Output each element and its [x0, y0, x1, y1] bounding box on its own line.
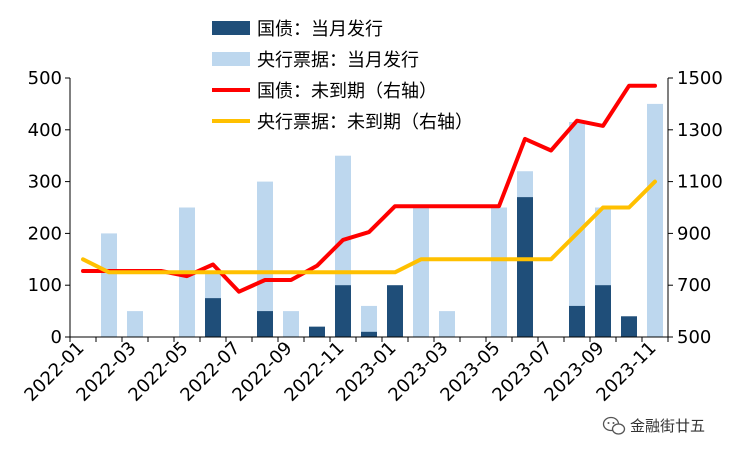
- watermark: 金融街廿五: [602, 416, 705, 435]
- line-treasury-outstanding: [81, 83, 657, 294]
- bar-treasury-issuance: [569, 305, 585, 337]
- bar-treasury-issuance: [205, 298, 221, 337]
- left-axis-tick-label: 100: [28, 275, 62, 296]
- right-axis-tick-label: 700: [677, 275, 711, 296]
- left-axis-tick-label: 300: [28, 172, 62, 193]
- bar-pboc-bill-issuance: [283, 311, 299, 337]
- lines-layer: [81, 83, 657, 294]
- right-axis-tick-label: 1500: [677, 68, 723, 89]
- bar-treasury-issuance: [361, 331, 377, 337]
- bar-pboc-bill-issuance: [439, 311, 455, 337]
- bar-treasury-issuance: [335, 285, 351, 337]
- bar-treasury-issuance: [621, 316, 637, 337]
- bar-pboc-bill-issuance: [127, 311, 143, 337]
- legend-label: 国债：未到期（右轴）: [257, 81, 437, 102]
- legend-swatch: [212, 21, 250, 35]
- bar-pboc-bill-issuance: [101, 233, 117, 337]
- watermark-label: 金融街廿五: [630, 417, 705, 435]
- bar-treasury-issuance: [257, 311, 273, 337]
- bar-pboc-bill-issuance: [413, 207, 429, 337]
- bar-pboc-bill-issuance: [569, 122, 585, 337]
- bar-pboc-bill-issuance: [491, 207, 507, 337]
- bar-pboc-bill-issuance: [257, 181, 273, 337]
- right-axis-tick-label: 900: [677, 223, 711, 244]
- bar-pboc-bill-issuance: [361, 305, 377, 337]
- bar-treasury-issuance: [387, 285, 403, 337]
- right-axis-tick-label: 1100: [677, 172, 723, 193]
- right-axis-tick-label: 1300: [677, 120, 723, 141]
- bar-pboc-bill-issuance: [647, 103, 663, 338]
- wechat-icon: [602, 416, 626, 435]
- line-pboc-bill-outstanding: [81, 179, 657, 275]
- bar-treasury-issuance: [309, 326, 325, 337]
- bar-treasury-issuance: [517, 197, 533, 337]
- left-axis-tick-label: 500: [28, 68, 62, 89]
- bars-layer: [101, 103, 663, 338]
- legend-swatch: [212, 52, 250, 66]
- left-axis-tick-label: 400: [28, 120, 62, 141]
- legend-label: 央行票据：当月发行: [257, 50, 419, 71]
- left-axis-tick-label: 200: [28, 223, 62, 244]
- bar-treasury-issuance: [595, 285, 611, 337]
- left-axis-tick-label: 0: [51, 327, 62, 348]
- right-axis-tick-label: 500: [677, 327, 711, 348]
- legend-label: 央行票据：未到期（右轴）: [257, 112, 473, 133]
- legend-label: 国债：当月发行: [257, 19, 383, 40]
